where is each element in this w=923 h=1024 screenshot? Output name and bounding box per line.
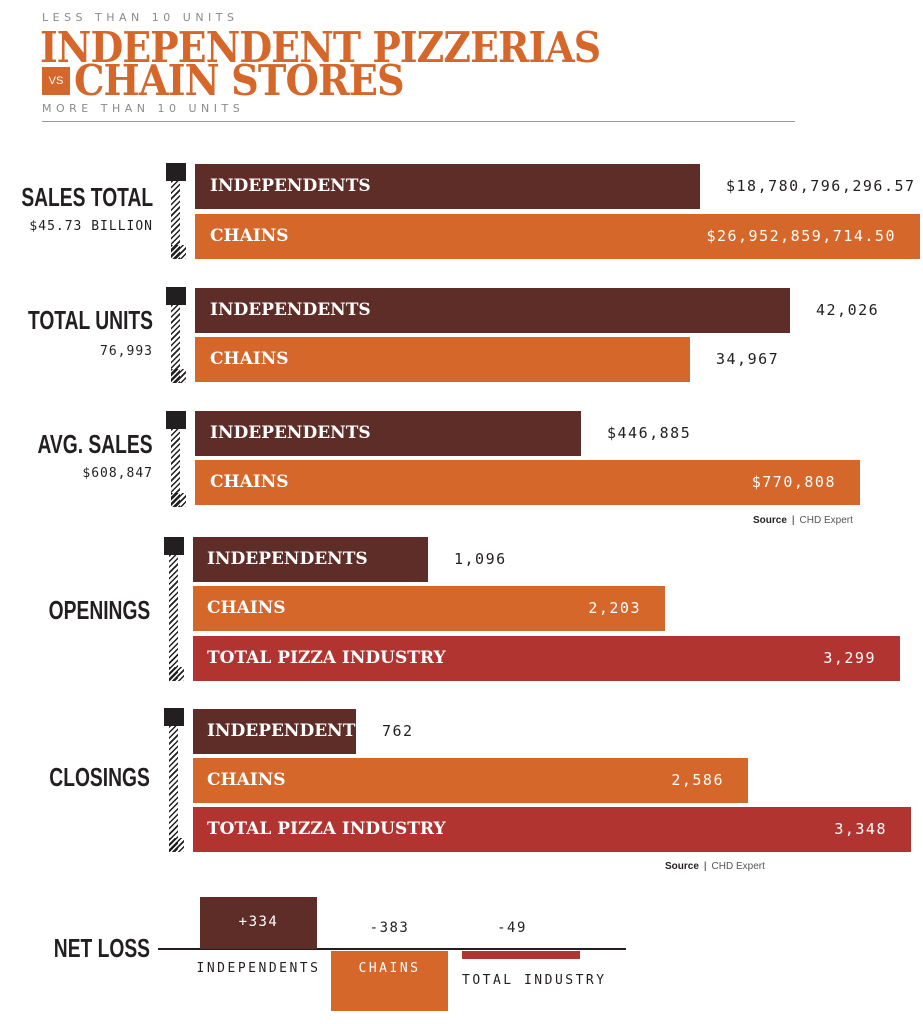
sales-total-bar-chains (195, 214, 920, 259)
sales-total-bar-label-chains: CHAINS (210, 226, 289, 246)
source-name-1: CHD Expert (799, 515, 853, 526)
header-divider (42, 121, 795, 122)
closings-value-chains: 2,586 (671, 771, 724, 789)
total-units-bracket (166, 287, 188, 383)
net-loss-bar-chains (331, 951, 448, 1011)
openings-bar-label-independents: INDEPENDENTS (207, 549, 368, 569)
sales-total-bar-label-independents: INDEPENDENTS (210, 176, 371, 196)
header-kicker-bottom: MORE THAN 10 UNITS (42, 102, 245, 115)
total-units-bar-independents (195, 288, 790, 333)
openings-bar-chains (193, 586, 665, 631)
closings-title: CLOSINGS (49, 762, 150, 792)
avg-sales-bar-label-chains: CHAINS (210, 472, 289, 492)
closings-bar-label-independents: INDEPENDENTS (207, 721, 368, 741)
page-title-line-1: INDEPENDENT PIZZERIAS (40, 23, 601, 72)
closings-value-independents: 762 (382, 722, 414, 740)
openings-value-chains: 2,203 (588, 599, 641, 617)
avg-sales-bar-chains (195, 460, 860, 505)
avg-sales-title-wrap: AVG. SALES (0, 429, 153, 460)
page-title-line-2: CHAIN STORES (74, 56, 405, 105)
openings-value-total-industry: 3,299 (823, 649, 876, 667)
closings-value-total-industry: 3,348 (834, 820, 887, 838)
sales-total-value-independents: $18,780,796,296.57 (726, 177, 916, 195)
openings-bracket (164, 537, 186, 681)
total-units-bar-label-independents: INDEPENDENTS (210, 300, 371, 320)
vs-label: VS (48, 75, 64, 87)
net-loss-bar-independents (200, 897, 317, 949)
total-units-title: TOTAL UNITS (27, 305, 153, 335)
closings-bar-independents (193, 709, 356, 754)
total-units-value-chains: 34,967 (716, 350, 780, 368)
net-loss-bar-total-industry (462, 951, 580, 959)
net-loss-label-total-industry: TOTAL INDUSTRY (462, 973, 607, 988)
total-units-bar-label-chains: CHAINS (210, 349, 289, 369)
closings-bar-chains (193, 758, 748, 803)
avg-sales-value-chains: $770,808 (751, 473, 836, 491)
openings-bar-label-chains: CHAINS (207, 598, 286, 618)
net-loss-title: NET LOSS (53, 933, 150, 963)
net-loss-value-chains: -383 (369, 920, 410, 936)
net-loss-baseline (158, 948, 626, 950)
total-units-title-wrap: TOTAL UNITS (0, 305, 153, 336)
avg-sales-title: AVG. SALES (37, 429, 153, 459)
net-loss-value-independents: +334 (238, 914, 279, 930)
sales-total-bar-independents (195, 164, 700, 209)
sales-total-value-chains: $26,952,859,714.50 (706, 227, 896, 245)
source-separator-1: | (791, 515, 795, 526)
avg-sales-value-independents: $446,885 (607, 424, 692, 442)
source-separator-2: | (703, 861, 707, 872)
avg-sales-subtitle: $608,847 (82, 466, 153, 481)
openings-value-independents: 1,096 (454, 550, 507, 568)
closings-bar-label-chains: CHAINS (207, 770, 286, 790)
source-note-2: Source | CHD Expert (665, 861, 765, 872)
net-loss-label-chains: CHAINS (358, 961, 421, 976)
vs-badge: VS (42, 67, 70, 95)
closings-bar-total-industry (193, 807, 911, 852)
total-units-value-independents: 42,026 (816, 301, 880, 319)
closings-title-wrap: CLOSINGS (14, 762, 150, 793)
closings-bracket (164, 708, 186, 852)
source-label-2: Source (665, 861, 699, 872)
sales-total-subtitle: $45.73 BILLION (29, 219, 153, 234)
source-name-2: CHD Expert (711, 861, 765, 872)
openings-title-wrap: OPENINGS (13, 595, 150, 626)
total-units-subtitle: 76,993 (100, 344, 153, 359)
net-loss-title-wrap: NET LOSS (20, 933, 150, 964)
sales-total-bracket (166, 163, 188, 259)
avg-sales-bar-independents (195, 411, 581, 456)
openings-bar-label-total-industry: TOTAL PIZZA INDUSTRY (207, 648, 446, 668)
sales-total-title: SALES TOTAL (21, 182, 153, 212)
total-units-bar-chains (195, 337, 690, 382)
avg-sales-bar-label-independents: INDEPENDENTS (210, 423, 371, 443)
closings-bar-label-total-industry: TOTAL PIZZA INDUSTRY (207, 819, 446, 839)
sales-total-title-wrap: SALES TOTAL (0, 182, 153, 213)
source-label-1: Source (753, 515, 787, 526)
openings-bar-total-industry (193, 636, 900, 681)
openings-bar-independents (193, 537, 428, 582)
net-loss-label-independents: INDEPENDENTS (196, 961, 321, 976)
net-loss-value-total-industry: -49 (497, 920, 527, 936)
avg-sales-bracket (166, 411, 188, 507)
source-note-1: Source | CHD Expert (753, 515, 853, 526)
header-kicker-top: LESS THAN 10 UNITS (42, 11, 239, 24)
openings-title: OPENINGS (48, 595, 150, 625)
